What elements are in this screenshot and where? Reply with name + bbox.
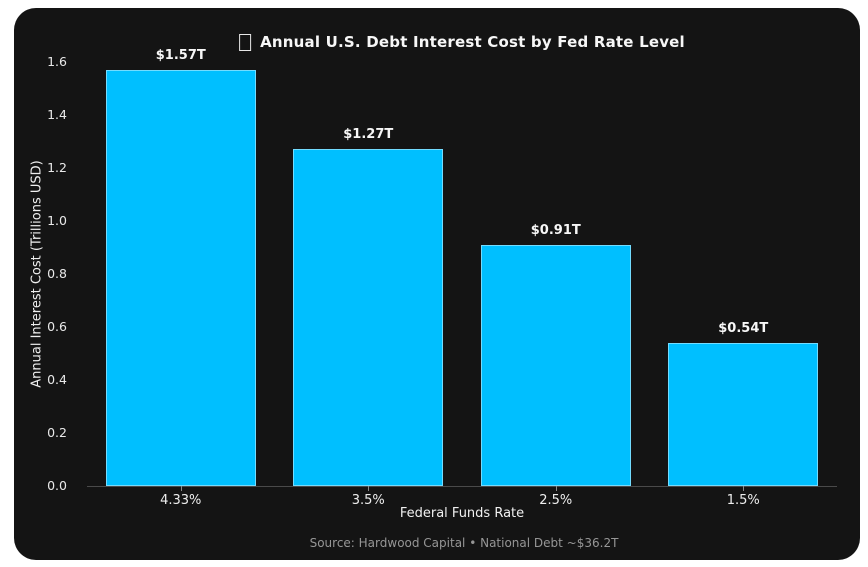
x-axis-label: Federal Funds Rate xyxy=(399,506,525,521)
y-tick-label: 0.8 xyxy=(47,266,67,281)
x-tick-mark xyxy=(555,486,557,491)
y-tick-label: 1.0 xyxy=(47,213,67,228)
x-tick-label: 3.5% xyxy=(351,493,385,508)
bar-value-label: $0.54T xyxy=(718,320,769,336)
bar-1 xyxy=(105,69,256,486)
chart-title-text: Annual U.S. Debt Interest Cost by Fed Ra… xyxy=(260,33,685,51)
x-axis-line xyxy=(87,486,837,487)
y-tick-label: 0.0 xyxy=(47,478,67,493)
chart-card: Annual U.S. Debt Interest Cost by Fed Ra… xyxy=(14,8,860,560)
x-tick-mark xyxy=(368,486,370,491)
y-tick-label: 0.6 xyxy=(47,319,67,334)
bar-value-label: $0.91T xyxy=(530,222,581,238)
bar-value-label: $1.57T xyxy=(155,47,206,63)
plot-area: 0.0 0.2 0.4 0.6 0.8 1.0 1.2 1.4 1.6 $1.57T 4.33% $1… xyxy=(47,48,837,508)
x-tick-mark xyxy=(743,486,745,491)
source-text: Source: Hardwood Capital • National Debt… xyxy=(309,536,619,550)
x-tick-label: 4.33% xyxy=(160,493,202,508)
missing-emoji-glyph-icon xyxy=(239,33,252,51)
x-tick-label: 2.5% xyxy=(539,493,573,508)
bar-4 xyxy=(668,342,819,486)
y-tick-label: 1.2 xyxy=(47,160,67,175)
y-tick-label: 1.6 xyxy=(47,54,67,69)
x-tick-label: 1.5% xyxy=(726,493,760,508)
x-tick-mark xyxy=(180,486,182,491)
bar-3 xyxy=(480,244,631,486)
bar-2 xyxy=(293,149,444,486)
y-tick-label: 0.2 xyxy=(47,425,67,440)
chart-title: Annual U.S. Debt Interest Cost by Fed Ra… xyxy=(239,33,685,51)
bar-value-label: $1.27T xyxy=(343,127,394,143)
y-tick-label: 0.4 xyxy=(47,372,67,387)
y-tick-label: 1.4 xyxy=(47,107,67,122)
